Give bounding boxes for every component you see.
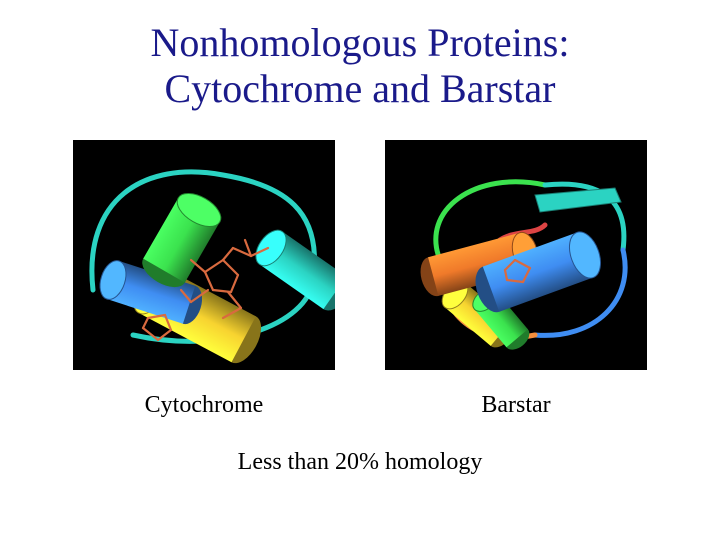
cytochrome-panel xyxy=(73,140,335,370)
cytochrome-structure xyxy=(73,140,335,370)
figure-row xyxy=(0,140,720,370)
barstar-caption: Barstar xyxy=(385,392,647,419)
title-line-1: Nonhomologous Proteins: xyxy=(0,20,720,66)
barstar-structure xyxy=(385,140,647,370)
cytochrome-caption: Cytochrome xyxy=(73,392,335,419)
barstar-panel xyxy=(385,140,647,370)
caption-row: Cytochrome Barstar xyxy=(0,392,720,419)
title-line-2: Cytochrome and Barstar xyxy=(0,66,720,112)
slide-title: Nonhomologous Proteins: Cytochrome and B… xyxy=(0,0,720,112)
homology-footnote: Less than 20% homology xyxy=(0,449,720,476)
